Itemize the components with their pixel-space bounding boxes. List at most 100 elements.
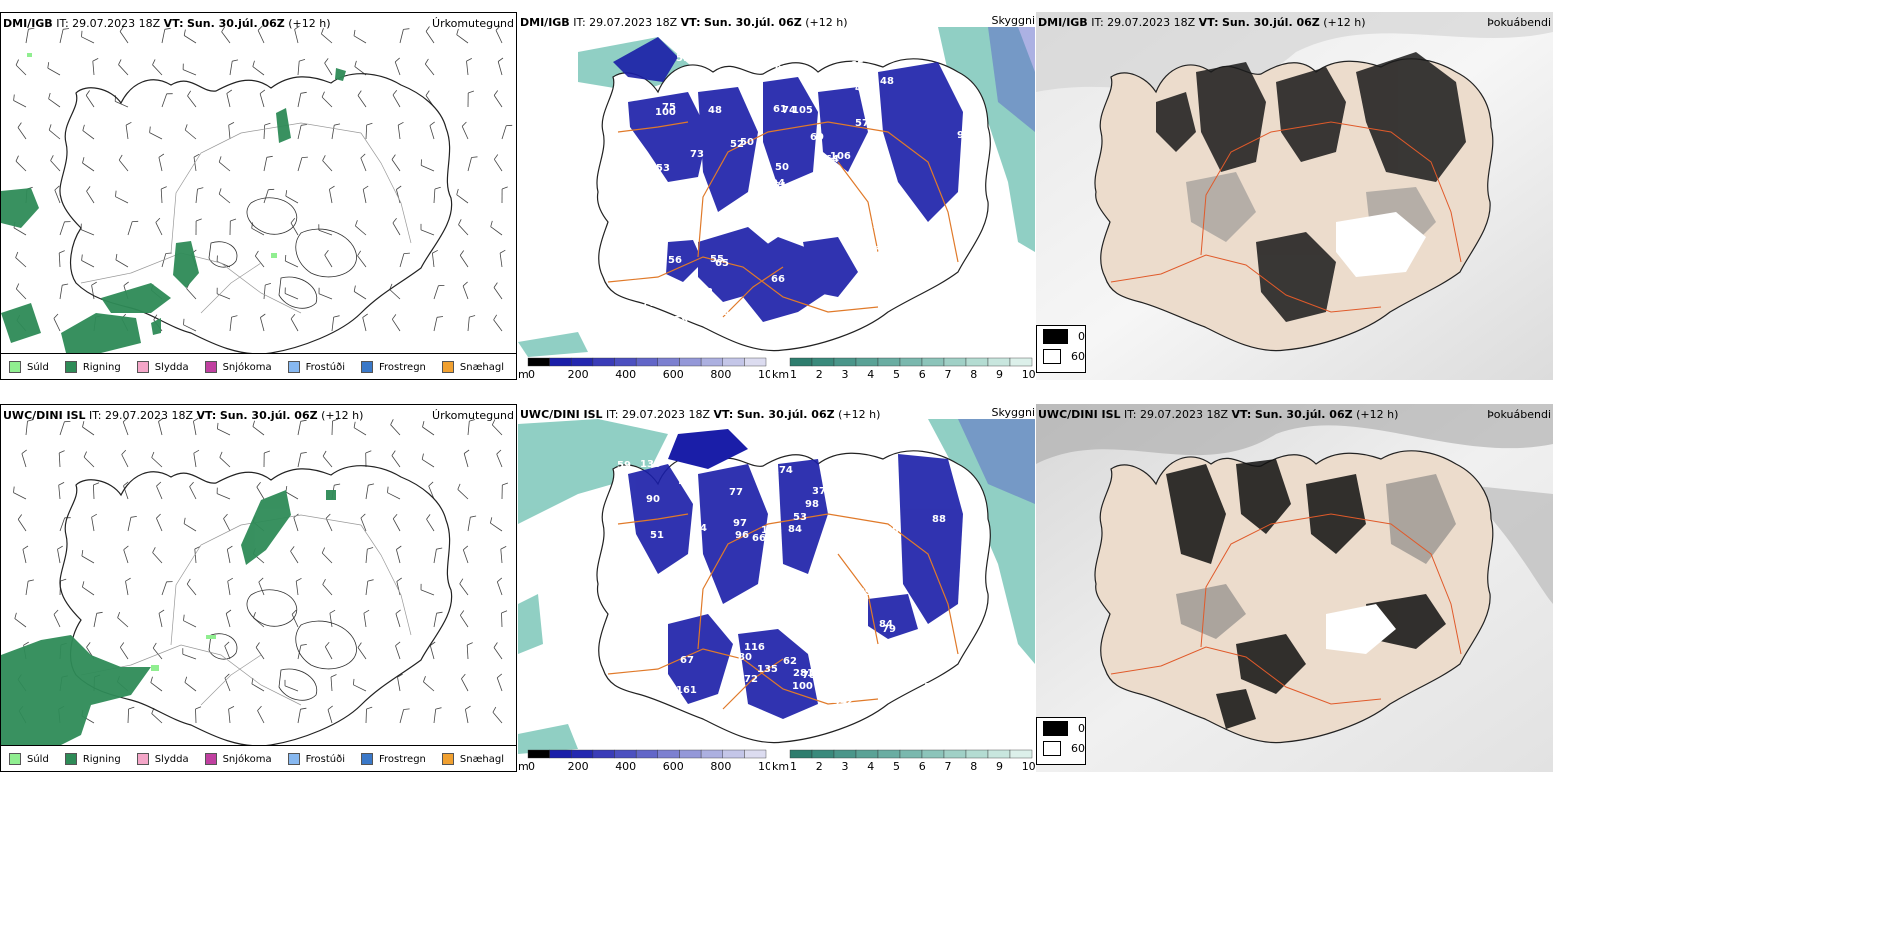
wind-barb-tick [158, 417, 164, 422]
fog-legend-row: 60 [1037, 346, 1085, 366]
wind-barb-tick [329, 185, 335, 190]
ceiling-label: 96 [809, 619, 823, 630]
ceiling-label: 189 [851, 587, 872, 598]
visibility-scale-tick: 8 [970, 368, 977, 381]
wind-barb [57, 549, 61, 564]
wind-barb [325, 518, 333, 532]
ceiling-label: 78 [802, 670, 816, 681]
legend-item: Rigning [64, 361, 121, 373]
wind-barb [58, 252, 61, 268]
wind-barb-tick [123, 545, 129, 551]
wind-barb [424, 63, 435, 76]
wind-barb-tick [296, 577, 302, 582]
wind-barb [456, 34, 469, 44]
ceiling-label: 57 [641, 285, 655, 296]
wind-barb-tick [224, 641, 230, 647]
wind-barb-tick [436, 316, 444, 318]
ceiling-label: 129 [859, 665, 880, 676]
wind-barb [353, 291, 367, 300]
wind-barb-tick [15, 251, 19, 258]
bottom-fog-panel: UWC/DINI ISL IT: 29.07.2023 18Z VT: Sun.… [1036, 404, 1553, 772]
wind-barb [285, 260, 299, 268]
wind-barb [493, 159, 503, 172]
panel-field-label: Úrkomutegund [432, 409, 514, 422]
wind-barb-tick [353, 29, 356, 36]
wind-barb [363, 613, 367, 628]
panel-title: UWC/DINI ISL IT: 29.07.2023 18Z VT: Sun.… [520, 408, 881, 421]
wind-barb [258, 581, 265, 596]
wind-barb [183, 620, 197, 628]
fog-grey-areas [1176, 474, 1456, 639]
wind-barb [15, 64, 27, 76]
wind-barb [433, 549, 437, 564]
visibility-scale-unit: km [772, 368, 789, 381]
wind-barb-tick [217, 422, 219, 429]
wind-barb-tick [391, 314, 397, 320]
wind-barb [466, 644, 469, 660]
wind-barb-tick [82, 157, 85, 164]
wind-barb-tick [463, 449, 470, 454]
top-precip-map [1, 13, 516, 379]
visibility-scale-segment [789, 357, 813, 367]
height-scale-tick: 200 [568, 760, 589, 773]
ceiling-label: 60 [764, 193, 778, 204]
wind-barb [467, 317, 470, 332]
ceiling-label: 77 [729, 487, 743, 498]
ceiling-label: 90 [957, 130, 971, 141]
ceiling-label: 80 [947, 280, 961, 291]
ceiling-label: 320 [924, 682, 945, 693]
panel-field-label: Skyggni [991, 14, 1035, 27]
wind-barb-tick [193, 153, 200, 158]
fog-free-area [1326, 604, 1396, 654]
wind-barb-tick [50, 155, 54, 161]
wind-barb [331, 317, 335, 332]
wind-barb [151, 713, 163, 724]
ceiling-label: 70 [971, 607, 985, 618]
wind-barb-tick [429, 121, 435, 126]
wind-barb-tick [423, 676, 426, 682]
wind-barb-tick [187, 90, 192, 97]
legend-label: Snæhagl [459, 361, 505, 373]
legend-swatch [64, 753, 77, 765]
ceiling-label: 44 [855, 83, 869, 94]
wind-barb-tick [17, 514, 23, 520]
wind-barb-tick [260, 313, 266, 318]
top-visibility-map: 1211006157646565105443759225372605758616… [518, 12, 1035, 380]
wind-barb [318, 229, 333, 236]
wind-barb-tick [150, 676, 153, 683]
wind-barb [229, 317, 232, 332]
wind-barb-tick [264, 122, 271, 126]
wind-barb [59, 221, 65, 236]
wind-barb [365, 549, 368, 564]
wind-barb [59, 517, 66, 532]
wind-barb-tick [468, 90, 475, 94]
ceiling-label: 105 [786, 587, 807, 598]
ceiling-label: 74 [782, 105, 796, 116]
wind-barb [467, 517, 471, 532]
fog-legend-swatch [1043, 720, 1068, 736]
wind-barb-tick [325, 513, 331, 519]
wind-barb [466, 61, 469, 76]
wind-barb [462, 285, 469, 300]
legend-swatch [287, 361, 300, 373]
wind-barb-tick [367, 547, 374, 550]
visibility-scale-unit: km [772, 760, 789, 773]
ceiling-label: 88 [932, 514, 946, 525]
wind-barb-tick [290, 217, 296, 224]
wind-barb-tick [15, 155, 19, 162]
wind-barb-tick [334, 483, 341, 486]
wind-barb [254, 255, 265, 268]
wind-barb [59, 285, 63, 300]
wind-barb-tick [300, 707, 307, 710]
wind-barb [397, 125, 401, 140]
visibility-scale-segment [833, 357, 857, 367]
wind-barb [255, 647, 265, 660]
wind-barb [182, 653, 197, 660]
height-scale-unit: m [518, 760, 529, 773]
ceiling-label: 62 [783, 656, 797, 667]
ceiling-label: 22 [951, 311, 965, 322]
legend-item: Súld [9, 361, 49, 373]
panel-title: UWC/DINI ISL IT: 29.07.2023 18Z VT: Sun.… [1038, 408, 1399, 421]
wind-barb-tick [63, 28, 70, 30]
wind-barb [357, 255, 367, 268]
